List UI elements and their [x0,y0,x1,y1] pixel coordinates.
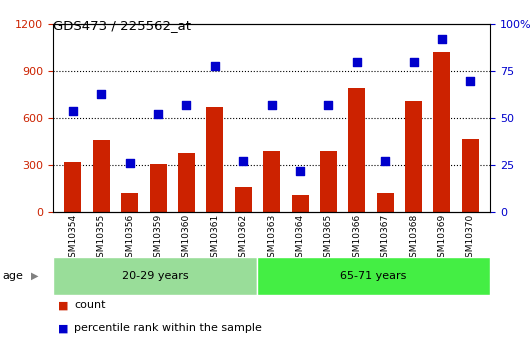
Text: GDS473 / 225562_at: GDS473 / 225562_at [53,19,191,32]
Bar [263,151,280,212]
Text: GSM10359: GSM10359 [154,214,163,263]
Bar [93,140,110,212]
Point [210,63,219,68]
Text: GSM10361: GSM10361 [210,214,219,263]
Text: ■: ■ [58,324,69,333]
Bar [178,152,195,212]
Point [381,159,390,164]
Text: ▶: ▶ [31,271,38,281]
Text: count: count [74,300,105,310]
Bar [235,187,252,212]
Text: ■: ■ [58,300,69,310]
Text: GSM10369: GSM10369 [437,214,446,263]
Point [409,59,418,65]
Point [239,159,248,164]
Text: percentile rank within the sample: percentile rank within the sample [74,324,262,333]
Text: GSM10355: GSM10355 [97,214,106,263]
Bar [64,162,82,212]
Text: 20-29 years: 20-29 years [122,271,188,281]
Text: GSM10362: GSM10362 [238,214,248,263]
Bar [348,88,365,212]
Text: GSM10370: GSM10370 [466,214,475,263]
Text: GSM10367: GSM10367 [381,214,390,263]
Point [97,91,105,97]
Point [69,108,77,114]
Point [182,102,191,108]
Bar [206,107,223,212]
Bar [462,139,479,212]
Point [126,160,134,166]
Point [324,102,333,108]
Bar [149,164,166,212]
Bar [405,101,422,212]
Bar [121,193,138,212]
Text: GSM10365: GSM10365 [324,214,333,263]
Bar [377,193,394,212]
Text: GSM10368: GSM10368 [409,214,418,263]
Bar [257,257,490,295]
Text: age: age [3,271,23,281]
Text: GSM10366: GSM10366 [352,214,361,263]
Text: GSM10363: GSM10363 [267,214,276,263]
Bar [320,151,337,212]
Text: GSM10364: GSM10364 [296,214,305,263]
Point [352,59,361,65]
Text: GSM10356: GSM10356 [125,214,134,263]
Text: GSM10354: GSM10354 [68,214,77,263]
Point [438,37,446,42]
Bar [292,195,308,212]
Text: GSM10360: GSM10360 [182,214,191,263]
Point [154,112,162,117]
Point [296,168,304,174]
Bar [53,257,257,295]
Point [466,78,474,83]
Point [267,102,276,108]
Text: 65-71 years: 65-71 years [340,271,407,281]
Bar [434,52,450,212]
